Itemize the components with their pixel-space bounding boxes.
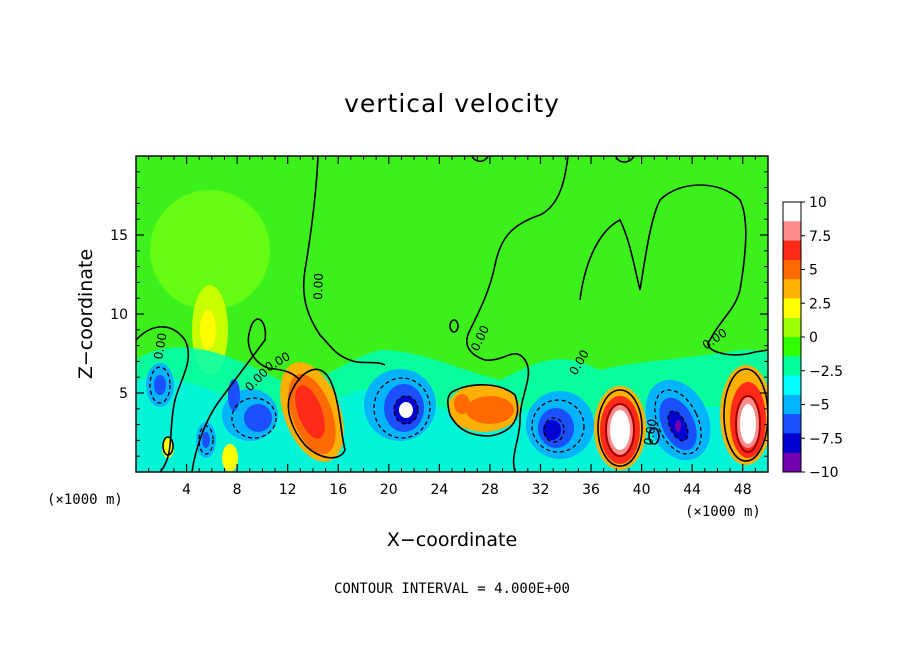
contour-updraft-x38-inner bbox=[605, 403, 635, 457]
weak-updraft-core bbox=[200, 310, 216, 350]
x-tick-label: 8 bbox=[233, 482, 242, 498]
colorbar-tick-label: −2.5 bbox=[809, 364, 843, 380]
contour-updraft-x27 bbox=[447, 384, 519, 437]
colorbar-swatch bbox=[783, 414, 801, 434]
colorbar: 10 7.5 5 2.5 0 −2.5 −5 −7.5 −10 bbox=[782, 195, 843, 481]
colorbar-tick-label: 5 bbox=[809, 263, 818, 279]
x-unit-right: (×1000 m) bbox=[685, 504, 761, 520]
x-tick-label: 28 bbox=[481, 482, 499, 498]
updraft-x27 bbox=[448, 384, 520, 432]
downdraft-x21 bbox=[364, 369, 436, 441]
contour-updraft-x13 bbox=[287, 368, 346, 459]
x-axis: 4 8 12 16 20 24 28 32 36 40 44 48 bbox=[148, 156, 756, 498]
x-tick-label: 20 bbox=[380, 482, 398, 498]
updraft-x38 bbox=[594, 386, 646, 470]
contour-x2-small bbox=[162, 436, 174, 456]
x-tick-label: 24 bbox=[430, 482, 448, 498]
x-tick-label: 44 bbox=[683, 482, 701, 498]
colorbar-swatch bbox=[783, 259, 801, 280]
y-tick-label: 15 bbox=[110, 228, 128, 244]
x-unit-left: (×1000 m) bbox=[47, 492, 123, 508]
contour-x23-small bbox=[449, 319, 459, 333]
colorbar-swatch bbox=[783, 240, 801, 261]
chart-title: vertical velocity bbox=[344, 89, 560, 118]
contour-label: 0.00 bbox=[151, 332, 169, 361]
colorbar-swatch bbox=[783, 221, 801, 242]
colorbar-swatch bbox=[783, 394, 801, 415]
x-tick-label: 12 bbox=[279, 482, 297, 498]
updraft-x48 bbox=[720, 365, 768, 465]
zero-contour-x6 bbox=[191, 318, 301, 472]
colorbar-tick-label: −10 bbox=[809, 465, 839, 481]
contour-x28-top bbox=[471, 156, 489, 163]
updraft-x13 bbox=[280, 362, 344, 462]
x-tick-label: 4 bbox=[182, 482, 191, 498]
contour-lines bbox=[136, 156, 768, 472]
y-tick-label: 10 bbox=[110, 307, 128, 323]
heatmap-field: 0.00 0.00 0.00 0.00 0.00 0.00 0.00 0.00 bbox=[136, 156, 768, 472]
y-tick-label: 5 bbox=[119, 386, 128, 402]
x-tick-label: 16 bbox=[329, 482, 347, 498]
colorbar-tick-label: 2.5 bbox=[809, 296, 831, 312]
y-axis-label: Z−coordinate bbox=[75, 249, 97, 379]
x-tick-label: 32 bbox=[532, 482, 550, 498]
colorbar-swatch bbox=[783, 279, 801, 299]
contour-x41-small bbox=[648, 427, 660, 445]
x-tick-label: 36 bbox=[582, 482, 600, 498]
colorbar-swatch bbox=[783, 202, 801, 222]
colorbar-swatch bbox=[783, 433, 801, 454]
contour-updraft-x38 bbox=[597, 389, 643, 467]
zero-contour-x40 bbox=[579, 184, 768, 356]
weak-updraft-band bbox=[150, 190, 270, 310]
colorbar-tick-label: 7.5 bbox=[809, 229, 831, 245]
zero-contour-x24 bbox=[466, 156, 569, 472]
zero-contour-x16 bbox=[302, 156, 386, 366]
colorbar-tick-label: −5 bbox=[809, 398, 830, 414]
x-axis-label: X−coordinate bbox=[387, 529, 517, 551]
colorbar-swatch bbox=[783, 317, 801, 338]
downdraft-x9 bbox=[222, 379, 278, 441]
contour-label: 0.00 bbox=[311, 273, 326, 300]
colorbar-tick-label: −7.5 bbox=[809, 431, 843, 447]
colorbar-swatch bbox=[783, 452, 801, 473]
y-axis: 5 10 15 bbox=[110, 171, 768, 457]
colorbar-swatch bbox=[783, 375, 801, 396]
contour-updraft-x48-inner bbox=[735, 395, 761, 453]
x-tick-label: 40 bbox=[633, 482, 651, 498]
zero-contour-left bbox=[136, 326, 190, 472]
colorbar-tick-label: 10 bbox=[809, 195, 827, 211]
contour-updraft-x48 bbox=[723, 368, 768, 462]
downdraft-left bbox=[146, 363, 174, 407]
negative-contours bbox=[149, 366, 702, 455]
colorbar-swatch bbox=[783, 298, 801, 319]
x-tick-label: 48 bbox=[734, 482, 752, 498]
contour-label: 0.00 bbox=[641, 418, 659, 447]
colorbar-swatch bbox=[783, 356, 801, 377]
updraft-x7 bbox=[222, 444, 238, 472]
colorbar-swatch bbox=[783, 337, 801, 357]
contour-interval: CONTOUR INTERVAL = 4.000E+00 bbox=[334, 581, 570, 597]
colorbar-tick-label: 0 bbox=[809, 330, 818, 346]
